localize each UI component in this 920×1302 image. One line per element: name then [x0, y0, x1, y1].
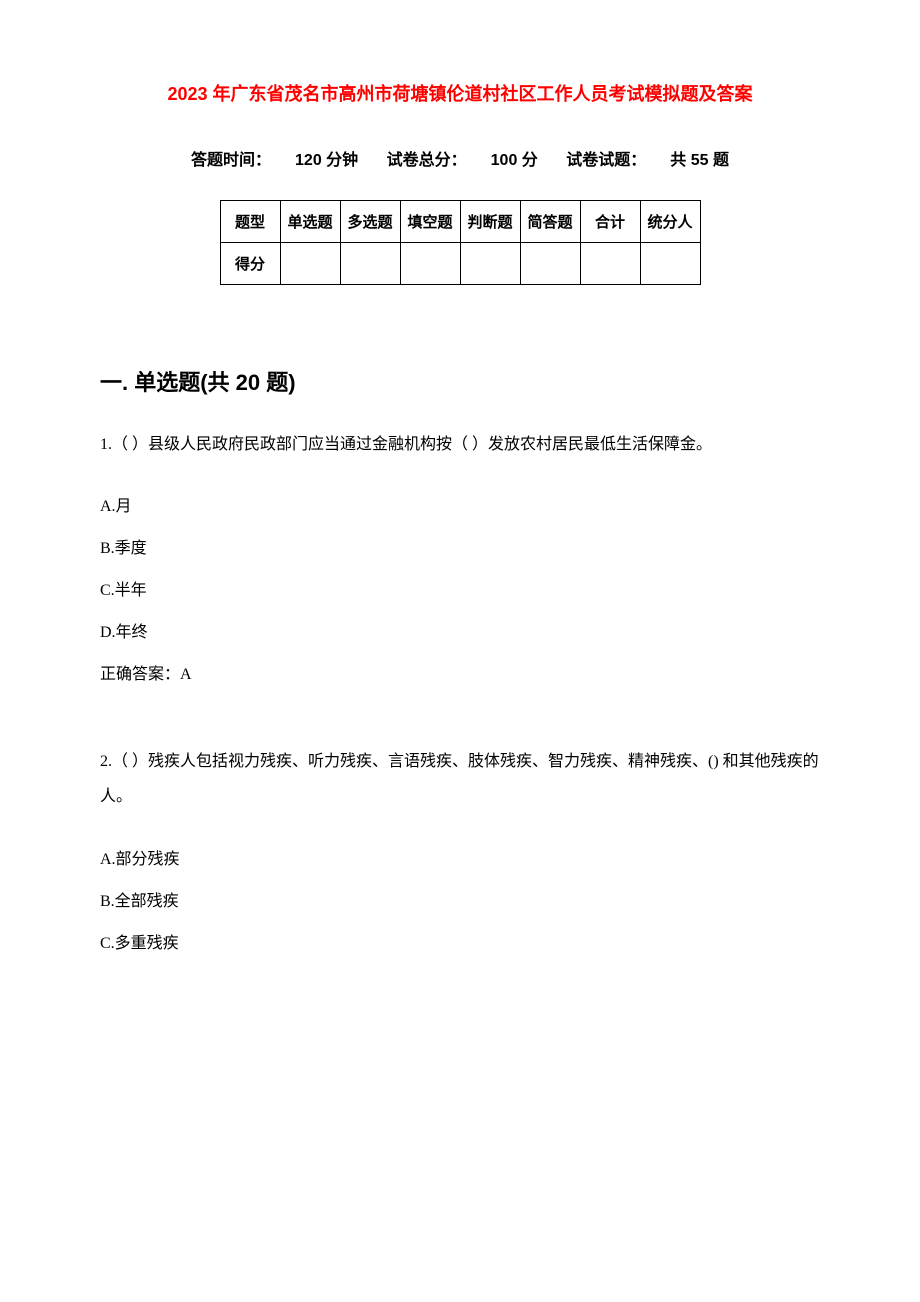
time-value: 120 分钟: [295, 152, 358, 169]
q1-option-d: D.年终: [100, 618, 820, 642]
q2-option-c: C.多重残疾: [100, 929, 820, 953]
score-cell: [340, 243, 400, 285]
header-cell: 多选题: [340, 201, 400, 243]
score-cell: [400, 243, 460, 285]
score-cell: [580, 243, 640, 285]
q1-option-b: B.季度: [100, 534, 820, 558]
header-cell: 简答题: [520, 201, 580, 243]
q2-option-a: A.部分残疾: [100, 845, 820, 869]
score-cell: [640, 243, 700, 285]
table-score-row: 得分: [220, 243, 700, 285]
header-cell: 统分人: [640, 201, 700, 243]
score-table: 题型 单选题 多选题 填空题 判断题 简答题 合计 统分人 得分: [220, 200, 701, 285]
section-heading: 一. 单选题(共 20 题): [100, 365, 820, 397]
q1-option-a: A.月: [100, 492, 820, 516]
score-row-label: 得分: [220, 243, 280, 285]
time-label: 答题时间：: [191, 152, 271, 169]
score-cell: [280, 243, 340, 285]
exam-title: 2023 年广东省茂名市高州市荷塘镇伦道村社区工作人员考试模拟题及答案: [100, 80, 820, 106]
q1-answer: 正确答案：A: [100, 660, 820, 684]
header-cell: 判断题: [460, 201, 520, 243]
score-cell: [520, 243, 580, 285]
exam-info-line: 答题时间： 120 分钟 试卷总分： 100 分 试卷试题： 共 55 题: [100, 146, 820, 170]
header-cell: 合计: [580, 201, 640, 243]
question-2-text: 2.（ ）残疾人包括视力残疾、听力残疾、言语残疾、肢体残疾、智力残疾、精神残疾、…: [100, 744, 820, 814]
header-cell: 单选题: [280, 201, 340, 243]
count-label: 试卷试题：: [566, 152, 646, 169]
q1-option-c: C.半年: [100, 576, 820, 600]
question-1-text: 1.（ ）县级人民政府民政部门应当通过金融机构按（ ）发放农村居民最低生活保障金…: [100, 427, 820, 462]
score-cell: [460, 243, 520, 285]
table-header-row: 题型 单选题 多选题 填空题 判断题 简答题 合计 统分人: [220, 201, 700, 243]
score-value: 100 分: [491, 152, 538, 169]
score-label: 试卷总分：: [387, 152, 467, 169]
count-value: 共 55 题: [670, 152, 729, 169]
header-cell: 题型: [220, 201, 280, 243]
q2-option-b: B.全部残疾: [100, 887, 820, 911]
header-cell: 填空题: [400, 201, 460, 243]
